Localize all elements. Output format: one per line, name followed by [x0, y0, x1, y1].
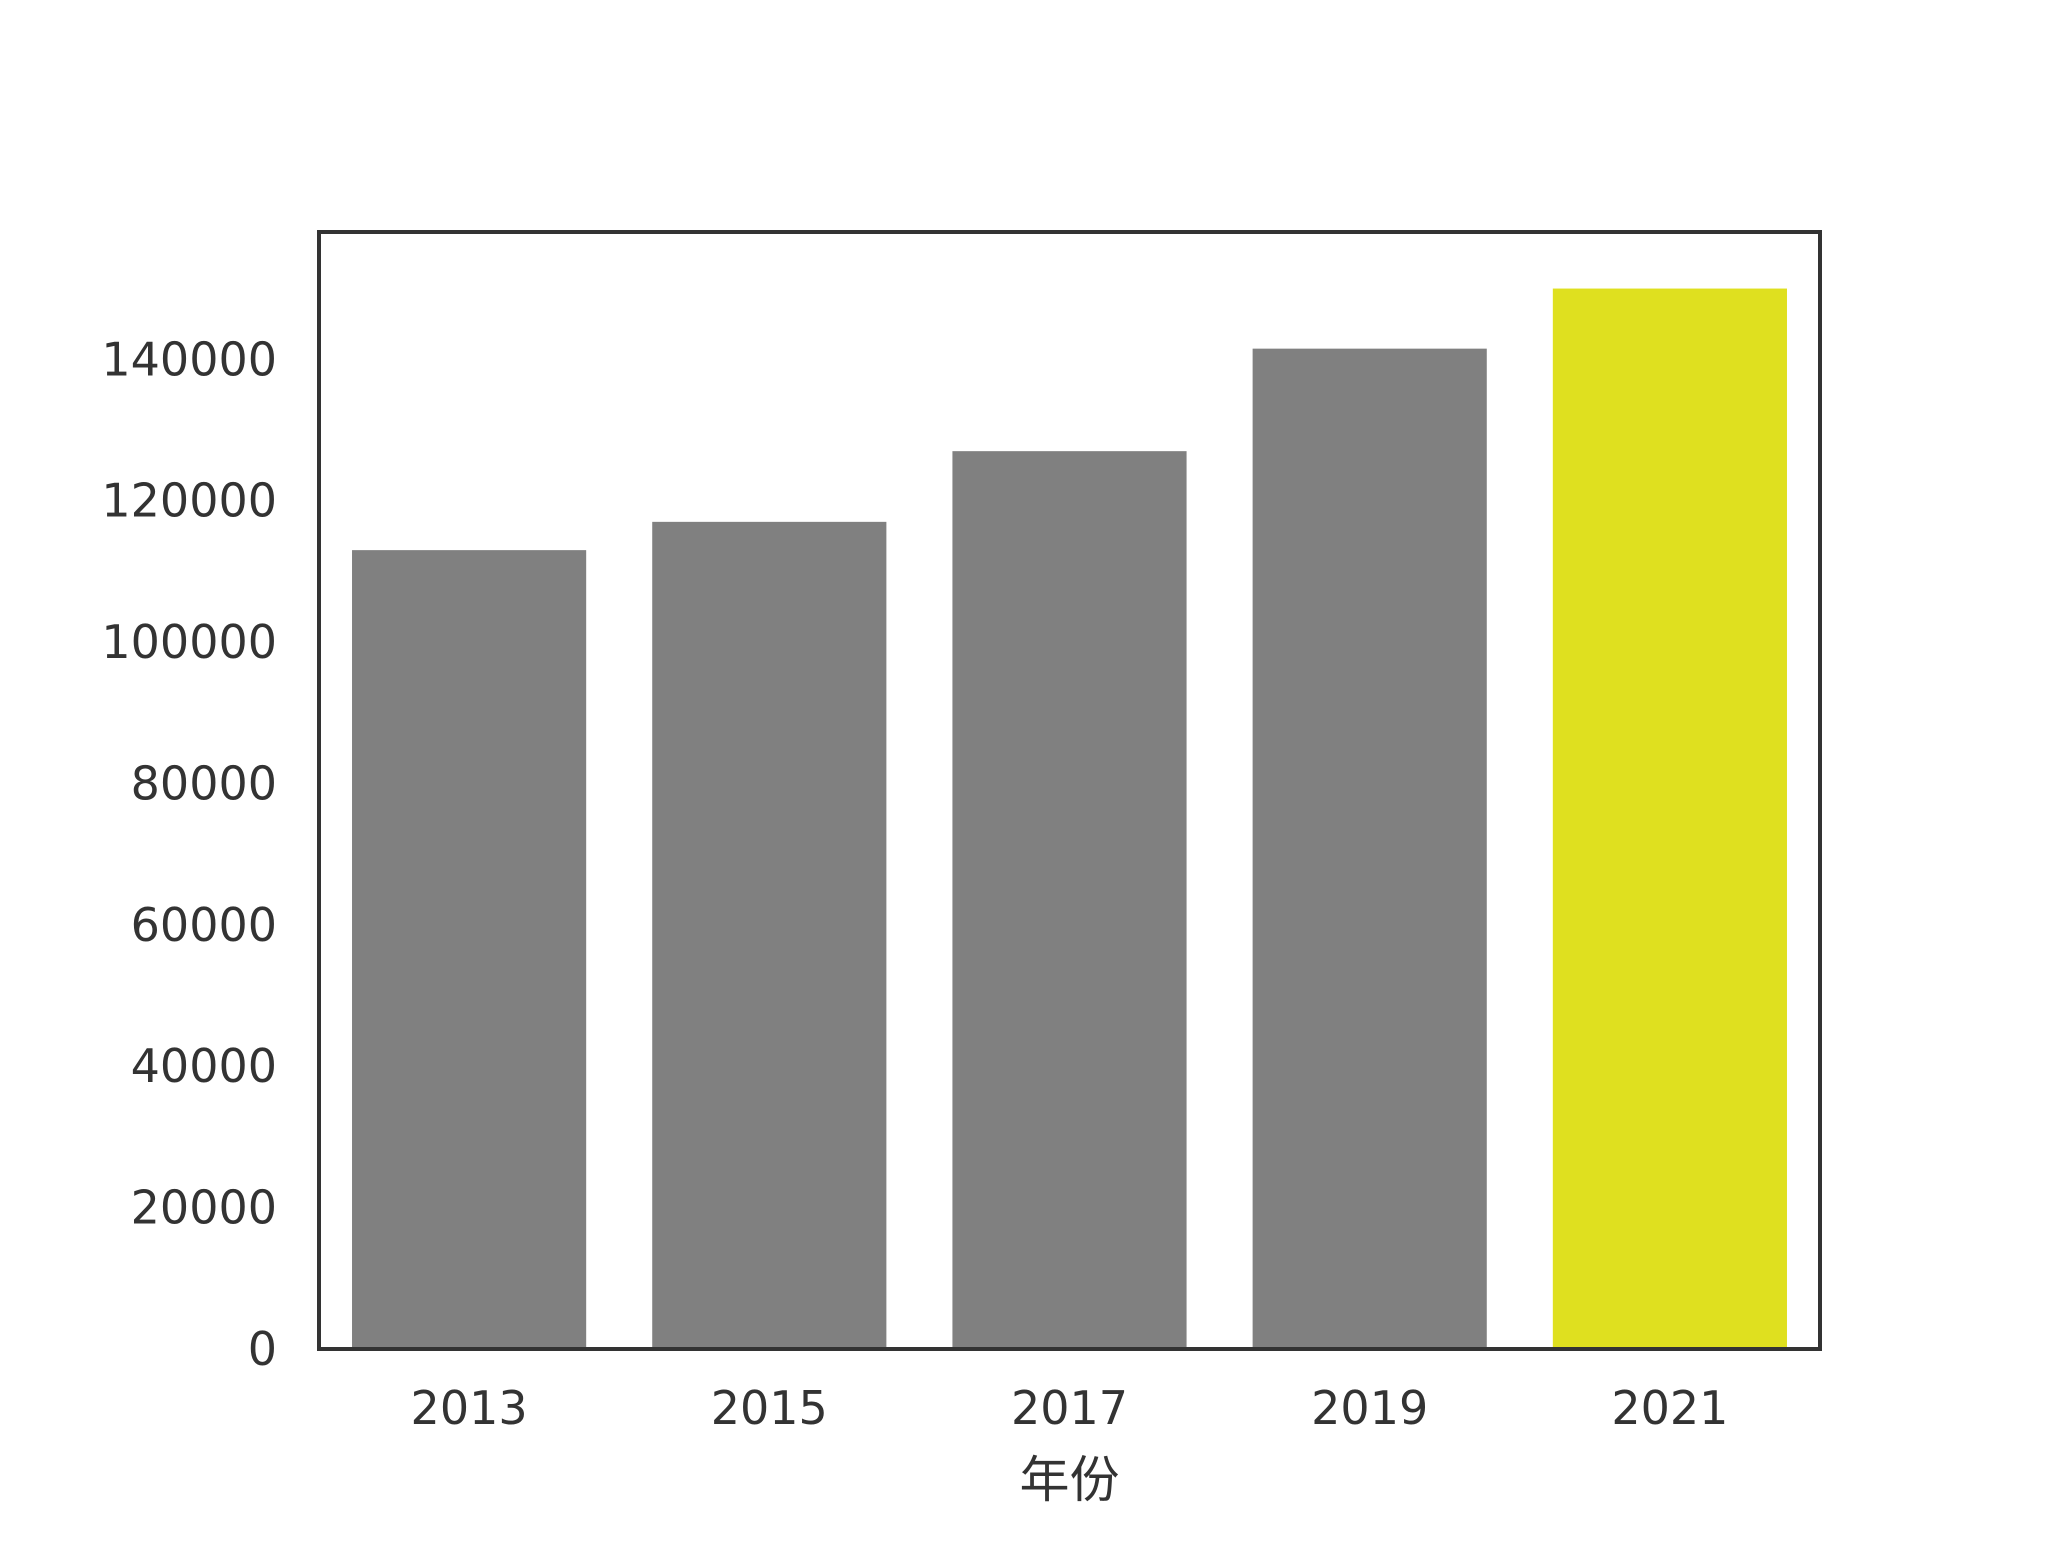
y-tick-label: 20000	[131, 1181, 277, 1235]
y-tick-label: 140000	[101, 332, 277, 386]
bar-group	[352, 288, 1787, 1350]
bar-2021	[1552, 288, 1787, 1349]
y-tick-label: 0	[248, 1322, 277, 1376]
y-tick-label: 120000	[101, 474, 277, 528]
y-axis-ticks: 0 20000 40000 60000 80000 100000 120000 140000	[101, 332, 277, 1376]
y-tick-label: 100000	[101, 615, 277, 669]
x-tick-label: 2019	[1311, 1381, 1428, 1435]
x-tick-label: 2021	[1611, 1381, 1728, 1435]
y-tick-label: 40000	[131, 1039, 277, 1093]
x-axis-title: 年份	[1020, 1451, 1120, 1509]
y-tick-label: 80000	[131, 756, 277, 810]
bar-2015	[652, 521, 887, 1349]
x-tick-label: 2017	[1011, 1381, 1128, 1435]
x-tick-label: 2015	[711, 1381, 828, 1435]
x-tick-label: 2013	[411, 1381, 528, 1435]
bar-2019	[1252, 348, 1487, 1349]
x-axis-ticks: 2013 2015 2017 2019 2021	[411, 1381, 1729, 1435]
bar-2013	[352, 550, 587, 1349]
y-tick-label: 60000	[131, 898, 277, 952]
plot-frame	[317, 230, 1822, 1351]
bar-2017	[952, 451, 1187, 1350]
